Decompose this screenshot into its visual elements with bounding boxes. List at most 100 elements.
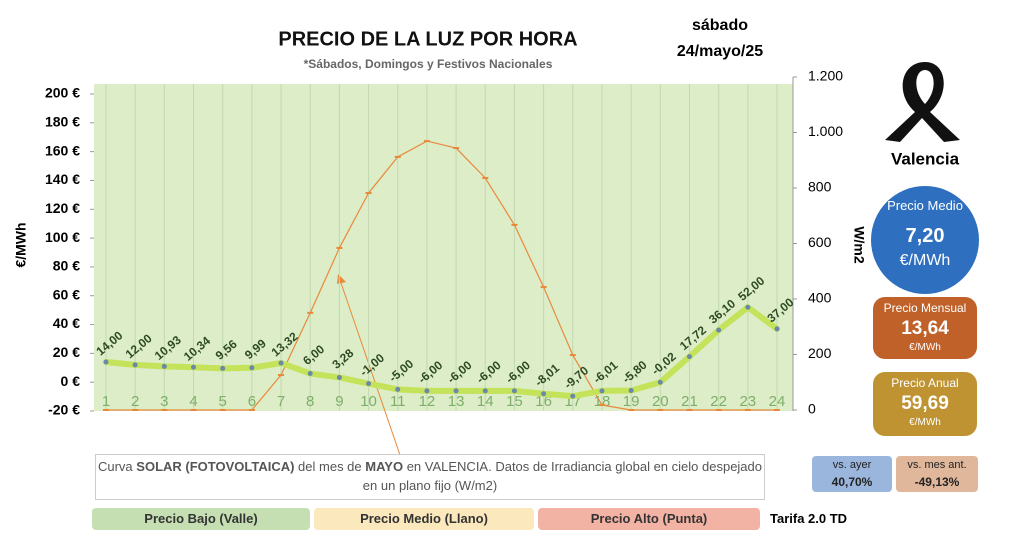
legend-llano: Precio Medio (Llano): [314, 508, 534, 530]
point: [453, 388, 459, 394]
y-tick-label: 80 €: [53, 258, 80, 274]
x-tick-label: 4: [189, 393, 197, 410]
point: [511, 223, 518, 226]
point: [657, 379, 663, 385]
value: 7,20: [905, 225, 945, 247]
x-tick-label: 21: [681, 393, 698, 410]
day: sábado: [692, 17, 748, 34]
x-tick-label: 2: [131, 393, 139, 410]
x-tick-label: 5: [219, 393, 227, 410]
x-tick-label: 10: [360, 393, 377, 410]
annotation: Curva SOLAR (FOTOVOLTAICA) del mes de MA…: [95, 454, 765, 500]
x-tick-label: 11: [390, 393, 406, 410]
date: 24/mayo/25: [677, 43, 763, 60]
y2-tick-label: 0: [808, 401, 816, 417]
point: [423, 140, 430, 143]
point: [686, 409, 693, 411]
x-tick-label: 24: [769, 393, 786, 410]
precio-medio: Precio Medio 7,20 €/MWh: [871, 186, 979, 294]
y2-axis-label: W/m2: [851, 226, 867, 264]
y2-tick-label: 800: [808, 179, 832, 195]
point: [249, 365, 255, 371]
x-tick-label: 3: [160, 393, 168, 410]
point: [569, 354, 576, 357]
point: [336, 246, 343, 249]
point: [336, 374, 342, 380]
value: 59,69: [901, 393, 949, 414]
ribbon-icon: [885, 62, 960, 142]
series-line: [105, 140, 778, 411]
point: [220, 365, 226, 371]
point: [161, 409, 168, 411]
y-tick-label: 120 €: [45, 200, 80, 216]
vs-mes-ant: vs. mes ant. -49,13%: [896, 456, 978, 492]
point: [278, 360, 284, 366]
unit: €/MWh: [909, 417, 941, 428]
point: [103, 409, 109, 411]
x-tick-label: 20: [652, 393, 669, 410]
y-tick-label: 0 €: [61, 373, 81, 389]
x-tick-label: 13: [448, 393, 465, 410]
y2-tick-label: 200: [808, 345, 832, 361]
annotation-bold: MAYO: [365, 459, 404, 474]
point: [628, 388, 634, 394]
value: 13,64: [901, 318, 949, 339]
x-tick-label: 1: [102, 393, 110, 410]
annotation-bold: SOLAR (FOTOVOLTAICA): [136, 459, 295, 474]
point: [482, 177, 489, 180]
y-tick-label: 200 €: [45, 85, 80, 101]
x-tick-label: 15: [506, 393, 523, 410]
y-tick-label: 60 €: [53, 286, 80, 302]
unit: €/MWh: [899, 252, 951, 269]
chart-title: PRECIO DE LA LUZ POR HORA: [278, 28, 577, 50]
point: [278, 374, 285, 377]
point: [716, 327, 722, 333]
point: [745, 304, 751, 310]
precio-anual: Precio Anual 59,69 €/MWh: [873, 372, 977, 436]
point: [599, 388, 605, 394]
x-tick-label: 22: [710, 393, 727, 410]
point: [424, 388, 430, 394]
y2-tick-label: 1.000: [808, 123, 843, 139]
point: [598, 404, 605, 407]
point: [191, 364, 197, 370]
y-tick-label: 140 €: [45, 171, 80, 187]
point: [248, 409, 255, 411]
point: [219, 409, 226, 411]
point: [686, 354, 692, 360]
chart-subtitle: *Sábados, Domingos y Festivos Nacionales: [304, 57, 553, 71]
x-tick-label: 6: [248, 393, 256, 410]
label: vs. ayer: [832, 459, 872, 471]
legend-punta: Precio Alto (Punta): [538, 508, 760, 530]
city: Valencia: [891, 149, 960, 168]
point: [744, 409, 751, 411]
y-tick-label: 40 €: [53, 315, 80, 331]
point: [715, 409, 722, 411]
y-tick-label: -20 €: [48, 402, 80, 418]
x-tick-label: 12: [419, 393, 436, 410]
point: [161, 363, 167, 369]
y-tick-label: 180 €: [45, 114, 80, 130]
annotation-pointer: [339, 279, 401, 456]
point: [657, 409, 664, 411]
x-tick-label: 8: [306, 393, 314, 410]
label: Precio Medio: [887, 198, 963, 213]
x-tick-label: 14: [477, 393, 494, 410]
point: [570, 393, 576, 399]
point: [190, 409, 197, 411]
point: [132, 362, 138, 368]
point: [482, 388, 488, 394]
label: Precio Mensual: [883, 301, 967, 315]
y-tick-label: 20 €: [53, 344, 80, 360]
vs-ayer: vs. ayer 40,70%: [812, 456, 892, 492]
y-tick-label: 100 €: [45, 229, 80, 245]
point: [541, 391, 547, 397]
point: [453, 147, 460, 150]
series-line: [103, 304, 780, 400]
label: Precio Anual: [891, 376, 959, 390]
y2-tick-label: 1.200: [808, 68, 843, 84]
x-tick-label: 7: [277, 393, 285, 410]
point: [394, 155, 401, 158]
x-tick-label: 16: [535, 393, 552, 410]
